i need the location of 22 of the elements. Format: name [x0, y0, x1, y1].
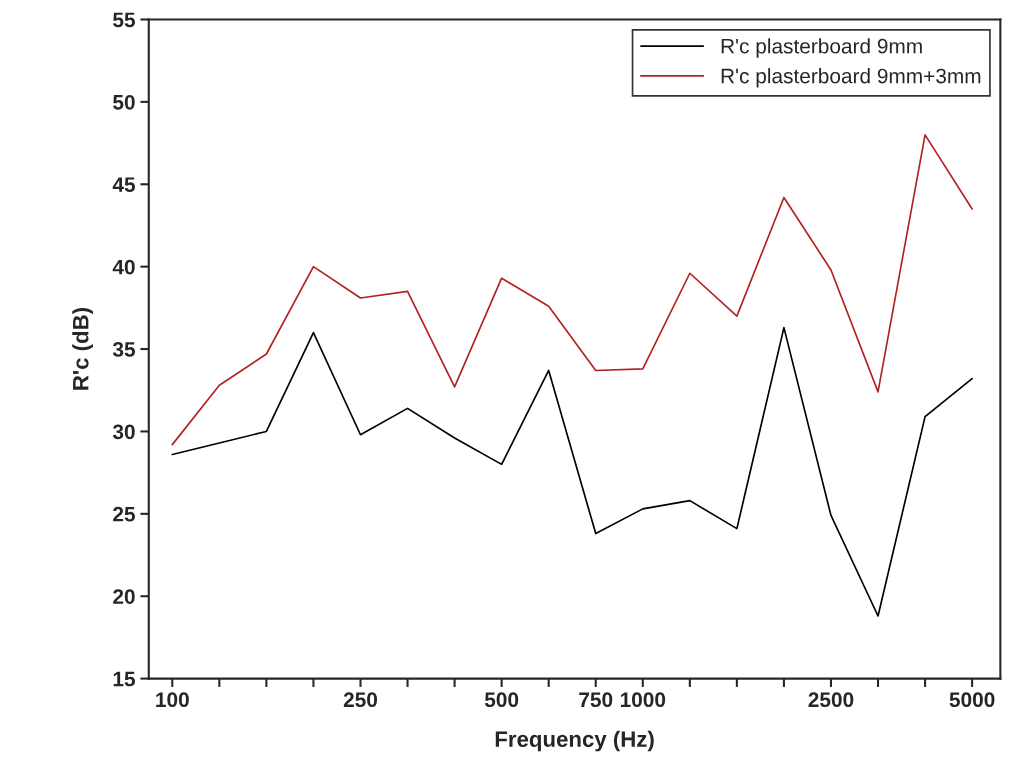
y-tick-label: 40: [112, 259, 135, 275]
y-tick-label: 55: [113, 12, 135, 28]
line-series: [171, 326, 973, 617]
x-tick-label: 500: [484, 692, 519, 708]
x-tick-label: 2500: [808, 692, 854, 708]
x-axis-title: Frequency (Hz): [495, 730, 654, 752]
x-tick-label: 750: [579, 692, 613, 708]
legend-label: R'c plasterboard 9mm+3mm: [721, 68, 981, 88]
y-tick-label: 45: [112, 177, 135, 193]
y-tick-label: 35: [112, 342, 135, 357]
x-tick-label: 100: [156, 692, 189, 708]
y-axis-title: R'c (dB): [72, 308, 93, 390]
y-tick-label: 15: [113, 671, 135, 687]
x-tick-label: 250: [343, 692, 378, 708]
legend-label: R'c plasterboard 9mm: [721, 38, 922, 58]
x-tick-label: 5000: [949, 692, 995, 708]
x-tick-label: 1000: [620, 692, 666, 708]
y-tick-label: 50: [113, 94, 135, 110]
line-series: [171, 134, 973, 446]
y-tick-label: 20: [113, 589, 135, 604]
y-tick-label: 30: [112, 424, 135, 440]
y-tick-label: 25: [113, 506, 135, 522]
